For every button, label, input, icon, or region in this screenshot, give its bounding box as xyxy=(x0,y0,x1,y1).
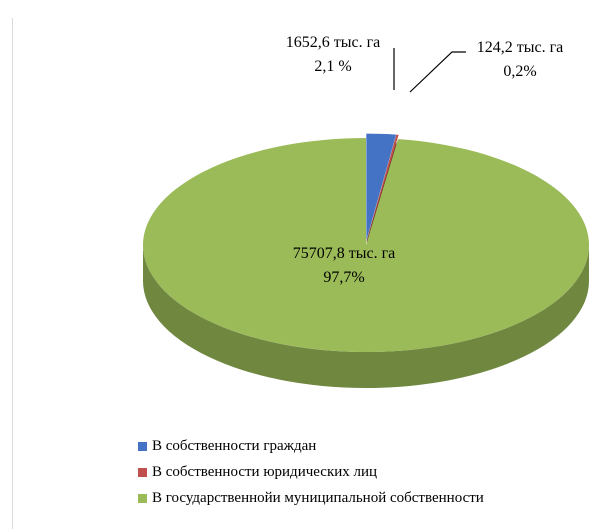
legend-item-state: В государственнойи муниципальной собстве… xyxy=(138,485,484,511)
slice-label-state-value: 75707,8 тыс. га xyxy=(293,245,396,262)
pie-slice-citizens xyxy=(366,133,397,241)
legend-item-legal: В собственности юридических лиц xyxy=(138,459,484,485)
pie-side-state xyxy=(143,245,589,388)
pie-slice-legal xyxy=(366,134,399,241)
legend-swatch-legal xyxy=(138,467,147,477)
legend-label-citizens: В собственности граждан xyxy=(152,437,317,454)
slice-label-state-percent: 97,7% xyxy=(323,269,364,286)
chart-frame-line xyxy=(12,18,13,529)
legend-swatch-citizens xyxy=(138,441,147,451)
slice-label-legal-percent: 0,2% xyxy=(503,63,536,80)
legend: В собственности граждан В собственности … xyxy=(138,433,484,511)
slice-label-citizens-percent: 2,1 % xyxy=(314,58,351,75)
slice-label-legal-value: 124,2 тыс. га xyxy=(477,39,564,56)
legend-label-legal: В собственности юридических лиц xyxy=(152,463,378,480)
legend-swatch-state xyxy=(138,493,147,503)
legend-label-state: В государственнойи муниципальной собстве… xyxy=(152,489,484,506)
leader-line-legal xyxy=(409,51,466,93)
legend-item-citizens: В собственности граждан xyxy=(138,433,484,459)
slice-label-citizens-value: 1652,6 тыс. га xyxy=(286,34,381,51)
pie-slice-state xyxy=(142,138,589,352)
